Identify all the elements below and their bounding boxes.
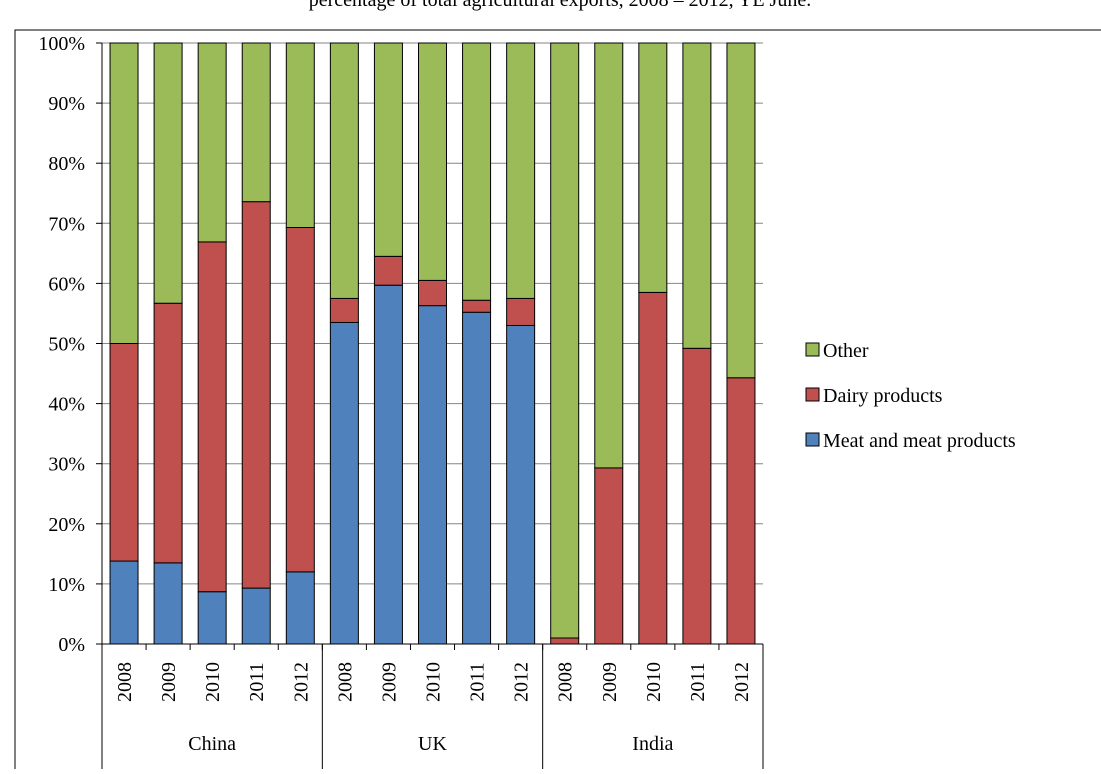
chart-area-border (14, 29, 1101, 774)
bar-segment (109, 560, 139, 645)
bar-segment (373, 284, 403, 645)
x-tick-label: 2009 (378, 662, 400, 702)
x-tick-label: 2009 (599, 662, 621, 702)
y-tick-label: 20% (48, 514, 85, 536)
bars (109, 42, 756, 645)
bar-segment (550, 637, 580, 645)
bar-segment (462, 311, 492, 645)
bar-segment (638, 291, 668, 645)
bar-segment (241, 587, 271, 645)
legend-swatch (805, 432, 820, 447)
y-tick-label: 0% (58, 634, 85, 656)
bar-segment (285, 42, 315, 229)
y-axis: 0% 10% 20% 30% 40% 50% 60% 70% 80% 90% 100% (38, 33, 103, 656)
legend: Other Dairy products Meat and meat product… (805, 340, 1016, 452)
bar-segment (153, 302, 183, 564)
legend-item: Meat and meat products (805, 430, 1016, 452)
bar-segment (285, 227, 315, 573)
bar-segment (682, 42, 712, 349)
legend-label: Dairy products (823, 385, 943, 407)
y-tick-label: 60% (48, 273, 85, 295)
x-tick-label: 2011 (687, 662, 709, 701)
bar-segment (506, 297, 536, 326)
x-tick-label: 2011 (467, 662, 489, 701)
bar-segment (329, 321, 359, 645)
bar-segment (109, 343, 139, 562)
x-group-label: UK (418, 733, 447, 755)
x-tick-label: 2009 (158, 662, 180, 702)
legend-swatch (805, 342, 820, 357)
x-tick-label: 2010 (202, 662, 224, 702)
legend-item: Dairy products (805, 385, 943, 407)
bar-segment (506, 324, 536, 645)
bar-segment (285, 571, 315, 645)
bar-segment (197, 241, 227, 593)
y-tick-label: 30% (48, 454, 85, 476)
bar-segment (726, 377, 756, 645)
x-tick-label: 2011 (246, 662, 268, 701)
bar-segment (462, 42, 492, 301)
x-tick-label: 2008 (114, 662, 136, 702)
bar-segment (594, 467, 624, 645)
bar-segment (153, 42, 183, 304)
legend-label: Meat and meat products (823, 430, 1016, 452)
y-tick-label: 40% (48, 394, 85, 416)
bar-segment (109, 42, 139, 344)
bar-segment (462, 299, 492, 313)
bar-segment (329, 297, 359, 323)
x-tick-label: 2010 (423, 662, 445, 702)
x-tick-label: 2008 (334, 662, 356, 702)
bar-segment (506, 42, 536, 299)
y-tick-label: 90% (48, 93, 85, 115)
y-tick-label: 80% (48, 153, 85, 175)
bar-segment (418, 42, 447, 281)
x-group-label: China (188, 733, 236, 755)
bar-segment (594, 42, 624, 469)
chart-title: percentage of total agricultural exports… (309, 0, 811, 11)
x-group-label: India (632, 733, 673, 755)
x-tick-label: 2010 (643, 662, 665, 702)
bar-segment (418, 305, 447, 645)
legend-label: Other (823, 340, 869, 362)
x-tick-label: 2012 (731, 662, 753, 702)
bar-segment (682, 347, 712, 645)
bar-segment (550, 42, 580, 639)
bar-segment (418, 279, 447, 307)
x-tick-label: 2012 (511, 662, 533, 702)
bar-segment (329, 42, 359, 299)
bar-segment (373, 42, 403, 257)
legend-item: Other (805, 340, 869, 362)
y-tick-label: 10% (48, 574, 85, 596)
x-tick-label: 2012 (290, 662, 312, 702)
bar-segment (153, 562, 183, 645)
bar-segment (373, 255, 403, 286)
y-tick-label: 50% (48, 334, 85, 356)
legend-swatch (805, 387, 820, 402)
bar-segment (638, 42, 668, 293)
y-tick-label: 70% (48, 213, 85, 235)
bar-segment (726, 42, 756, 379)
bar-segment (197, 42, 227, 243)
bar-segment (197, 591, 227, 645)
y-tick-label: 100% (38, 33, 85, 55)
bar-segment (241, 42, 271, 203)
bar-segment (241, 201, 271, 589)
x-tick-label: 2008 (555, 662, 577, 702)
x-axis: 2008 2009 2010 2011 2012 China 2008 2009 2010 201… (101, 643, 764, 769)
